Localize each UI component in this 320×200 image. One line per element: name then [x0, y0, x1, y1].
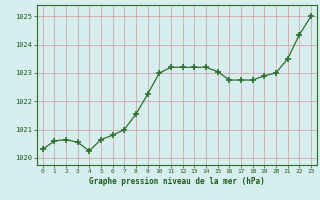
X-axis label: Graphe pression niveau de la mer (hPa): Graphe pression niveau de la mer (hPa) — [89, 177, 265, 186]
